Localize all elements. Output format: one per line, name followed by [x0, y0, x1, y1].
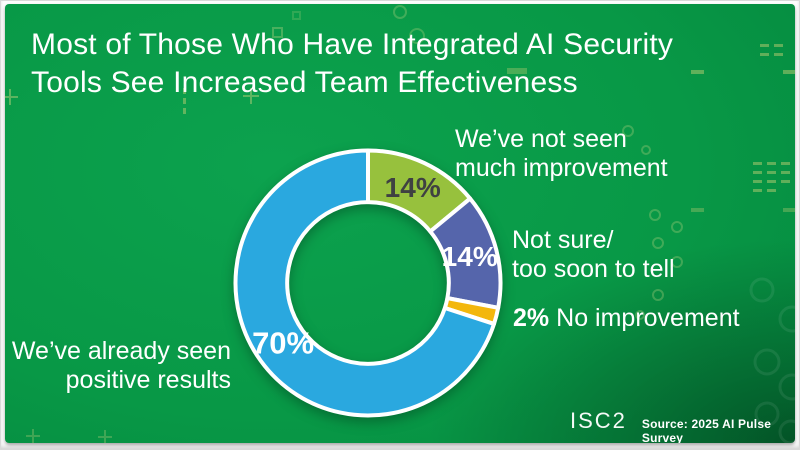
donut-chart: 14% 14% 70%: [233, 148, 503, 418]
page-title: Most of Those Who Have Integrated AI Sec…: [31, 26, 673, 102]
label-not-seen-much-improvement: We’ve not seen much improvement: [455, 125, 668, 183]
label-line: too soon to tell: [512, 255, 675, 283]
no-improvement-text: No improvement: [556, 304, 740, 332]
label-no-improvement: 2% No improvement: [513, 304, 740, 333]
page-title-line: Tools See Increased Team Effectiveness: [31, 66, 578, 99]
slice-pct-not-sure-too-soon: 14%: [442, 241, 498, 272]
label-line: We’ve not seen: [455, 125, 627, 153]
label-line: We’ve already seen: [11, 337, 231, 365]
source-text: Source: 2025 AI Pulse Survey: [641, 417, 772, 443]
label-not-sure-too-soon: Not sure/ too soon to tell: [512, 226, 675, 284]
slice-pct-already-seen-positive-results: 70%: [252, 326, 314, 361]
isc2-logo: ISC2: [570, 408, 627, 433]
page-title-line: Most of Those Who Have Integrated AI Sec…: [31, 28, 674, 61]
slice-pct-not-seen-much-improvement: 14%: [385, 172, 441, 203]
label-line: positive results: [65, 366, 231, 394]
infographic-canvas: Most of Those Who Have Integrated AI Sec…: [5, 4, 795, 443]
label-line: much improvement: [455, 154, 668, 182]
label-line: Not sure/: [512, 226, 614, 254]
donut-slice-already-seen-positive-results: [233, 148, 497, 418]
no-improvement-pct: 2%: [513, 304, 550, 332]
label-already-seen-positive: We’ve already seen positive results: [5, 337, 231, 395]
footer: ISC2 Source: 2025 AI Pulse Survey: [570, 408, 795, 443]
